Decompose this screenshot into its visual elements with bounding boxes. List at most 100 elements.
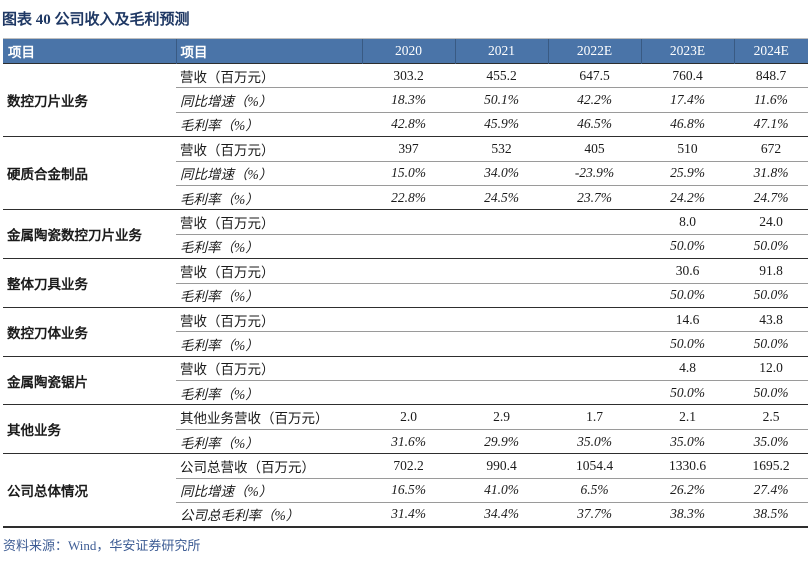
row-label: 公司总营收（百万元） (176, 453, 362, 479)
cell-value: 38.3% (641, 502, 734, 527)
cell-value: 24.5% (455, 184, 548, 210)
cell-value: 2.0 (362, 404, 455, 430)
cell-value: 50.0% (641, 331, 734, 357)
group-label: 硬质合金制品 (3, 136, 176, 210)
cell-empty (455, 258, 548, 284)
table-row: 数控刀片业务 营收（百万元） 303.2 455.2 647.5 760.4 848.7 (3, 62, 808, 137)
cell-value: 22.8% (362, 184, 455, 210)
table-row: 毛利率（%） 50.0% 50.0% (3, 233, 808, 259)
table-row: 毛利率（%） 31.6% 29.9% 35.0% 35.0% 35.0% (3, 428, 808, 454)
cell-value: 11.6% (734, 87, 808, 113)
table-row: 毛利率（%） 22.8% 24.5% 23.7% 24.2% 24.7% (3, 184, 808, 210)
cell-value: 397 (362, 136, 455, 162)
source-note: 资料来源：Wind，华安证券研究所 (3, 537, 201, 553)
row-label: 营收（百万元） (176, 62, 362, 88)
row-label: 营收（百万元） (176, 258, 362, 284)
cell-value: -23.9% (548, 160, 641, 186)
cell-value: 42.2% (548, 87, 641, 113)
cell-value: 50.0% (734, 233, 808, 259)
cell-value: 532 (455, 136, 548, 162)
table-row: 毛利率（%） 42.8% 45.9% 46.5% 46.8% 47.1% (3, 111, 808, 137)
col-header-2024e: 2024E (733, 38, 808, 64)
cell-empty (455, 209, 548, 235)
cell-value: 31.8% (734, 160, 808, 186)
cell-value: 35.0% (734, 428, 808, 454)
cell-value: 43.8 (734, 306, 808, 332)
table-row: 金属陶瓷数控刀片业务 营收（百万元） 8.0 24.0 (3, 209, 808, 259)
table-row: 金属陶瓷锯片 营收（百万元） 4.8 12.0 (3, 355, 808, 405)
row-label: 同比增速（%） (176, 477, 362, 503)
row-label: 其他业务营收（百万元） (176, 404, 362, 430)
cell-value: 8.0 (641, 209, 734, 235)
cell-value: 990.4 (455, 453, 548, 479)
cell-value: 455.2 (455, 62, 548, 88)
cell-empty (362, 380, 455, 405)
col-header-2021: 2021 (454, 38, 548, 64)
cell-value: 2.5 (734, 404, 808, 430)
cell-value: 45.9% (455, 111, 548, 137)
cell-value: 1330.6 (641, 453, 734, 479)
cell-value: 50.0% (734, 282, 808, 308)
row-label: 营收（百万元） (176, 209, 362, 235)
group-label: 数控刀片业务 (3, 62, 176, 137)
cell-empty (455, 355, 548, 381)
cell-value: 35.0% (548, 428, 641, 454)
group-label: 数控刀体业务 (3, 306, 176, 357)
cell-empty (362, 355, 455, 381)
row-label: 营收（百万元） (176, 355, 362, 381)
cell-empty (548, 306, 641, 332)
cell-value: 25.9% (641, 160, 734, 186)
cell-value: 4.8 (641, 355, 734, 381)
row-label: 同比增速（%） (176, 87, 362, 113)
cell-value: 2.1 (641, 404, 734, 430)
cell-value: 405 (548, 136, 641, 162)
row-label: 毛利率（%） (176, 380, 362, 405)
cell-value: 647.5 (548, 62, 641, 88)
cell-value: 46.5% (548, 111, 641, 137)
group-label: 金属陶瓷锯片 (3, 355, 176, 405)
cell-value: 23.7% (548, 184, 641, 210)
cell-value: 50.0% (641, 380, 734, 405)
group-label: 公司总体情况 (3, 453, 176, 527)
cell-value: 672 (734, 136, 808, 162)
cell-value: 29.9% (455, 428, 548, 454)
cell-value: 848.7 (734, 62, 808, 88)
cell-value: 24.7% (734, 184, 808, 210)
cell-value: 303.2 (362, 62, 455, 88)
cell-value: 50.0% (734, 331, 808, 357)
table-row: 同比增速（%） 16.5% 41.0% 6.5% 26.2% 27.4% (3, 477, 808, 503)
cell-value: 50.1% (455, 87, 548, 113)
table-row: 整体刀具业务 营收（百万元） 30.6 91.8 (3, 258, 808, 308)
cell-value: 31.4% (362, 502, 455, 527)
table-row: 毛利率（%） 50.0% 50.0% (3, 380, 808, 405)
cell-value: 1.7 (548, 404, 641, 430)
cell-value: 47.1% (734, 111, 808, 137)
cell-value: 27.4% (734, 477, 808, 503)
cell-empty (455, 380, 548, 405)
cell-empty (548, 282, 641, 308)
cell-value: 34.4% (455, 502, 548, 527)
table-row: 毛利率（%） 50.0% 50.0% (3, 282, 808, 308)
table-row: 数控刀体业务 营收（百万元） 14.6 43.8 (3, 306, 808, 357)
row-label: 毛利率（%） (176, 184, 362, 210)
cell-empty (455, 331, 548, 357)
cell-value: 760.4 (641, 62, 734, 88)
revenue-forecast-table: 项目 项目 2020 2021 2022E 2023E 2024E 数控刀片业务… (3, 38, 808, 528)
row-label: 毛利率（%） (176, 233, 362, 259)
col-header-2020: 2020 (361, 38, 455, 64)
cell-value: 50.0% (734, 380, 808, 405)
cell-value: 15.0% (362, 160, 455, 186)
figure-title: 图表 40 公司收入及毛利预测 (2, 12, 190, 28)
cell-empty (455, 233, 548, 259)
table-row: 毛利率（%） 50.0% 50.0% (3, 331, 808, 357)
col-header-item: 项目 (175, 38, 362, 64)
cell-empty (548, 331, 641, 357)
table-body: 数控刀片业务 营收（百万元） 303.2 455.2 647.5 760.4 848.7 同比… (3, 62, 808, 527)
cell-empty (362, 258, 455, 284)
row-label: 公司总毛利率（%） (176, 502, 362, 527)
cell-value: 16.5% (362, 477, 455, 503)
cell-value: 50.0% (641, 233, 734, 259)
cell-value: 37.7% (548, 502, 641, 527)
row-label: 毛利率（%） (176, 282, 362, 308)
